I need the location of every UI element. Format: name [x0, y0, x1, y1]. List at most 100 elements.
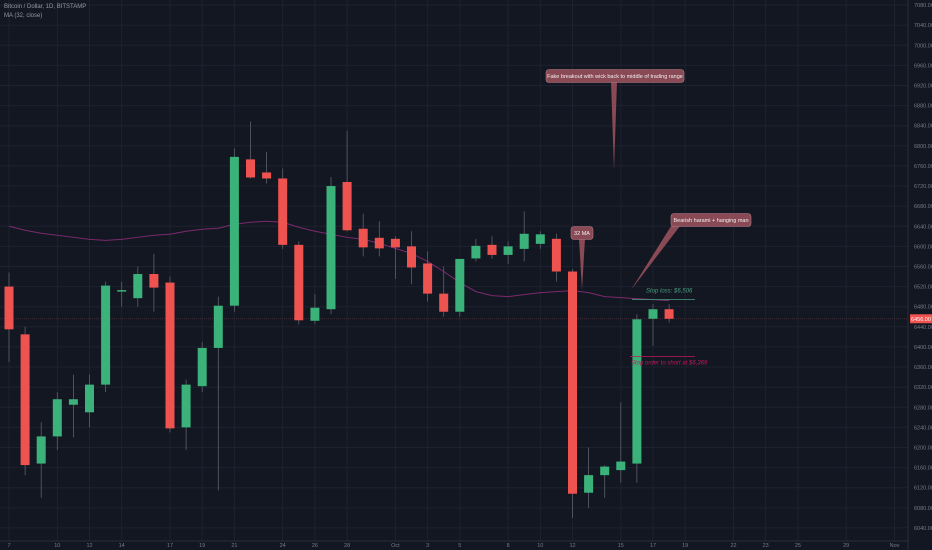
x-axis-tick-label: 22	[730, 543, 736, 549]
x-axis-tick-label: 5	[458, 543, 461, 549]
y-axis-tick-label: 6680.00	[914, 204, 932, 210]
y-axis-tick-label: 7080.00	[914, 3, 932, 9]
y-axis-tick-label: 6760.00	[914, 164, 932, 170]
candle-down[interactable]	[390, 238, 400, 248]
y-axis-tick-label: 6320.00	[914, 385, 932, 391]
candle-up[interactable]	[455, 258, 465, 312]
candle-up[interactable]	[117, 290, 127, 292]
x-axis-tick-label: 25	[795, 543, 801, 549]
candle-down[interactable]	[664, 309, 674, 319]
candle-down[interactable]	[278, 178, 288, 245]
callout-32ma-box[interactable]	[570, 226, 594, 240]
candle-up[interactable]	[310, 307, 320, 321]
x-axis-tick-label: Nov	[890, 543, 900, 549]
stop-order-label: Stop order to short at $6,369	[631, 361, 708, 367]
candle-up[interactable]	[471, 245, 481, 259]
candle-up[interactable]	[616, 461, 626, 471]
y-axis-tick-label: 6400.00	[914, 345, 932, 351]
ma-indicator-label: MA (32, close)	[4, 13, 43, 19]
candle-down[interactable]	[4, 286, 14, 330]
y-axis-tick-label: 6480.00	[914, 305, 932, 311]
callout-32ma-text: 32 MA	[574, 231, 590, 237]
x-axis-tick-label: 21	[231, 543, 237, 549]
candle-down[interactable]	[358, 228, 368, 248]
candle-up[interactable]	[326, 186, 336, 310]
symbol-title: Bitcoin / Dollar, 1D, BITSTAMP	[4, 4, 87, 10]
candle-down[interactable]	[149, 274, 159, 288]
x-axis-tick-label: 3	[426, 543, 429, 549]
candle-down[interactable]	[423, 263, 433, 294]
candle-up[interactable]	[133, 274, 143, 299]
candle-down[interactable]	[342, 182, 352, 231]
x-axis-tick-label: 12	[569, 543, 575, 549]
candle-up[interactable]	[85, 384, 94, 413]
y-axis-tick-label: 6640.00	[914, 224, 932, 230]
candle-up[interactable]	[68, 399, 78, 405]
candle-down[interactable]	[246, 159, 255, 178]
chart-legend: Bitcoin / Dollar, 1D, BITSTAMP MA (32, c…	[4, 3, 86, 21]
ma-32-line	[8, 220, 670, 302]
y-axis-tick-label: 6720.00	[914, 184, 932, 190]
y-axis-tick-label: 6840.00	[914, 124, 932, 130]
callout-fake-breakout-box[interactable]	[545, 69, 685, 83]
candle-up[interactable]	[648, 309, 658, 319]
y-axis-tick-label: 6800.00	[914, 144, 932, 150]
x-axis-tick-label: 15	[618, 543, 624, 549]
x-axis-tick-label: 26	[312, 543, 318, 549]
y-axis-tick-label: 6880.00	[914, 104, 932, 110]
candle-up[interactable]	[52, 399, 62, 437]
y-axis-tick-label: 6960.00	[914, 63, 932, 69]
x-axis-tick-label: 29	[843, 543, 849, 549]
candle-up[interactable]	[101, 285, 111, 385]
x-axis-tick-label: Oct	[391, 543, 400, 549]
candle-up[interactable]	[600, 466, 610, 476]
callout-fake-breakout-text: Fake breakout with wick back to middle o…	[547, 74, 683, 80]
candle-down[interactable]	[165, 282, 175, 429]
candle-down[interactable]	[568, 271, 577, 494]
x-axis-tick-label: 19	[199, 543, 205, 549]
y-axis-tick-label: 6600.00	[914, 244, 932, 250]
candle-down[interactable]	[407, 246, 416, 268]
candle-up[interactable]	[181, 384, 191, 428]
candle-up[interactable]	[503, 246, 513, 255]
candle-down[interactable]	[294, 244, 304, 321]
y-axis-tick-label: 6240.00	[914, 425, 932, 431]
x-axis-tick-label: 28	[344, 543, 350, 549]
callout-fake-breakout-pointer	[611, 81, 617, 170]
candle-down[interactable]	[487, 244, 497, 255]
current-price-badge	[910, 314, 932, 324]
candle-up[interactable]	[229, 156, 239, 306]
candle-down[interactable]	[262, 172, 272, 179]
candle-up[interactable]	[197, 347, 207, 387]
x-axis-tick-label: 24	[280, 543, 286, 549]
x-axis-tick-label: 23	[763, 543, 769, 549]
candle-down[interactable]	[439, 293, 449, 312]
candle-up[interactable]	[632, 319, 642, 464]
y-axis-tick-label: 6080.00	[914, 506, 932, 512]
callout-harami-box[interactable]	[670, 213, 752, 227]
candle-up[interactable]	[36, 436, 46, 464]
x-axis-tick-label: 19	[682, 543, 688, 549]
callout-harami-text: Bearish harami + hanging man	[673, 218, 748, 224]
x-axis-tick-label: 17	[650, 543, 656, 549]
candle-up[interactable]	[213, 305, 223, 348]
y-axis-tick-label: 6520.00	[914, 285, 932, 291]
current-price-badge-text: 6456.00	[911, 317, 931, 323]
y-axis-tick-label: 6120.00	[914, 486, 932, 492]
y-axis-tick-label: 6160.00	[914, 466, 932, 472]
candle-down[interactable]	[374, 237, 384, 249]
candle-up[interactable]	[535, 234, 545, 244]
x-axis-tick-label: 10	[54, 543, 60, 549]
candle-up[interactable]	[519, 233, 529, 249]
candle-down[interactable]	[20, 334, 30, 466]
callout-harami-pointer	[631, 223, 680, 290]
y-axis-tick-label: 6360.00	[914, 365, 932, 371]
x-axis-tick-label: 7	[7, 543, 10, 549]
candle-down[interactable]	[551, 238, 561, 272]
candle-up[interactable]	[584, 475, 594, 493]
x-axis-tick-label: 14	[119, 543, 125, 549]
y-axis-tick-label: 6200.00	[914, 445, 932, 451]
x-axis-tick-label: 10	[537, 543, 543, 549]
